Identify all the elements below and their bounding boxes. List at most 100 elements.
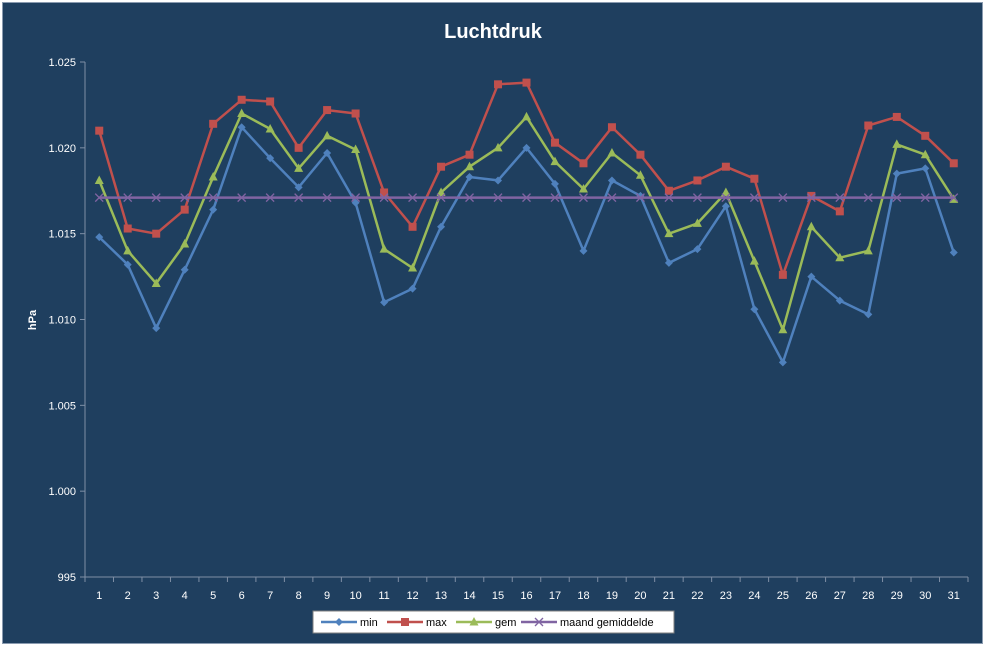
y-tick-label: 1.015: [48, 229, 76, 241]
data-point-gem: [892, 139, 902, 148]
data-point-gem: [635, 170, 645, 179]
data-point-min: [778, 358, 787, 367]
x-tick-label: 28: [862, 590, 874, 602]
data-point-gem: [123, 245, 133, 255]
x-tick-label: 18: [577, 590, 589, 602]
data-point-max: [152, 229, 161, 238]
x-tick-label: 23: [720, 590, 732, 602]
legend-label: max: [426, 617, 447, 629]
data-point-maand-gemiddelde: [151, 193, 161, 203]
x-tick-label: 16: [520, 590, 532, 602]
series-maand-gemiddelde: [94, 193, 959, 203]
legend-box: [312, 610, 675, 634]
data-point-maand-gemiddelde: [123, 193, 133, 203]
y-axis-label: hPa: [27, 309, 39, 330]
x-tick-label: 17: [549, 590, 561, 602]
data-point-max: [864, 121, 873, 130]
data-point-gem: [351, 144, 361, 154]
data-point-maand-gemiddelde: [436, 193, 446, 203]
x-tick-label: 13: [435, 590, 447, 602]
x-tick-label: 30: [919, 590, 931, 602]
data-point-min: [579, 246, 588, 255]
data-point-max: [437, 162, 446, 171]
data-point-gem: [749, 256, 759, 265]
y-tick-label: 1.005: [48, 400, 76, 412]
data-point-maand-gemiddelde: [208, 193, 218, 203]
data-point-maand-gemiddelde: [522, 193, 531, 203]
data-point-min: [237, 123, 246, 132]
data-point-min: [721, 202, 730, 211]
data-point-min: [408, 284, 417, 293]
data-point-maand-gemiddelde: [664, 193, 674, 203]
y-tick-label: 995: [58, 572, 76, 584]
data-point-min: [323, 148, 332, 157]
x-tick-label: 29: [891, 590, 903, 602]
data-point-min: [494, 176, 503, 185]
legend-entry-max: max: [387, 617, 447, 629]
x-tick-label: 27: [834, 590, 846, 602]
legend-label: gem: [495, 617, 516, 629]
data-point-maand-gemiddelde: [892, 193, 902, 203]
data-point-max: [949, 159, 958, 168]
data-point-min: [180, 265, 189, 274]
data-point-max: [123, 224, 132, 233]
x-tick-label: 4: [182, 590, 188, 602]
data-point-maand-gemiddelde: [920, 193, 930, 203]
x-tick-label: 2: [125, 590, 131, 602]
data-point-gem: [322, 130, 332, 140]
data-point-gem: [578, 184, 588, 193]
data-point-gem: [522, 111, 531, 121]
data-point-maand-gemiddelde: [835, 193, 845, 203]
legend-swatch-marker: [401, 618, 409, 626]
data-point-min: [465, 173, 474, 182]
data-point-max: [807, 191, 816, 200]
x-tick-label: 12: [406, 590, 418, 602]
data-point-max: [408, 222, 417, 231]
x-tick-label: 10: [349, 590, 361, 602]
data-point-min: [607, 176, 616, 185]
data-point-gem: [550, 156, 560, 166]
data-point-max: [465, 150, 474, 159]
x-tick-label: 6: [239, 590, 245, 602]
data-point-max: [180, 205, 189, 214]
data-point-max: [550, 138, 559, 147]
series-layer: [94, 78, 959, 367]
data-point-gem: [493, 142, 503, 152]
data-point-min: [949, 248, 958, 257]
data-point-maand-gemiddelde: [265, 193, 275, 203]
data-point-min: [892, 169, 901, 178]
x-tick-label: 19: [606, 590, 618, 602]
data-point-max: [892, 112, 901, 121]
data-point-min: [807, 272, 816, 281]
data-point-max: [721, 162, 730, 171]
data-point-max: [636, 150, 645, 159]
data-point-maand-gemiddelde: [237, 193, 247, 203]
data-point-min: [209, 205, 218, 214]
data-point-gem: [379, 244, 389, 253]
legend-swatch-marker: [534, 617, 544, 627]
data-point-gem: [94, 175, 104, 184]
data-point-gem: [692, 218, 702, 227]
data-point-max: [579, 159, 588, 168]
data-point-maand-gemiddelde: [863, 193, 873, 203]
y-tick-label: 1.010: [48, 315, 76, 327]
x-tick-label: 21: [663, 590, 675, 602]
data-point-gem: [664, 228, 674, 238]
data-point-max: [750, 174, 759, 183]
data-point-min: [351, 198, 360, 207]
y-tick-label: 1.020: [48, 143, 76, 155]
data-point-max: [294, 143, 303, 152]
x-tick-label: 15: [492, 590, 504, 602]
x-tick-label: 11: [378, 590, 389, 602]
series-min: [95, 123, 958, 367]
data-point-min: [380, 298, 389, 307]
data-point-max: [494, 80, 503, 89]
series-line-max: [97, 81, 955, 277]
data-point-min: [437, 222, 446, 231]
data-point-gem: [208, 172, 218, 181]
data-point-maand-gemiddelde: [493, 193, 503, 203]
data-point-maand-gemiddelde: [607, 193, 617, 203]
data-point-maand-gemiddelde: [949, 193, 959, 203]
data-point-max: [380, 188, 389, 197]
